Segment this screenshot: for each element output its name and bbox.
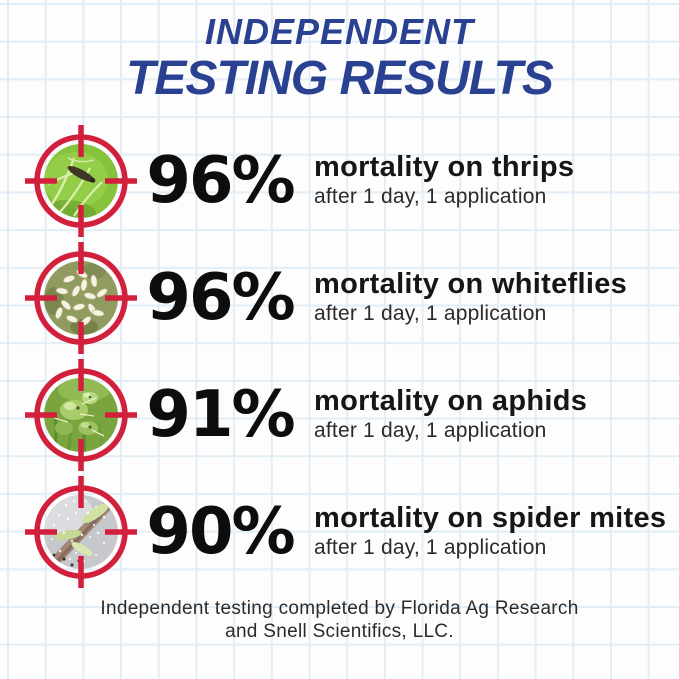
mortality-percent: 96% xyxy=(146,143,295,218)
result-text: mortality on aphids after 1 day, 1 appli… xyxy=(314,384,588,444)
mortality-headline: mortality on whiteflies xyxy=(314,267,628,300)
mortality-subline: after 1 day, 1 application xyxy=(314,536,547,560)
attribution-note: Independent testing completed by Florida… xyxy=(0,597,679,643)
mortality-percent: 90% xyxy=(146,494,295,569)
crosshair-target-icon xyxy=(25,241,137,354)
result-row-whiteflies: 96% mortality on whiteflies after 1 day,… xyxy=(0,239,679,356)
mortality-headline: mortality on aphids xyxy=(314,384,588,417)
mortality-headline: mortality on spider mites xyxy=(314,501,667,534)
result-row-thrips: 96% mortality on thrips after 1 day, 1 a… xyxy=(0,122,679,239)
mortality-subline: after 1 day, 1 application xyxy=(314,419,547,443)
result-text: mortality on whiteflies after 1 day, 1 a… xyxy=(314,267,628,327)
mortality-subline: after 1 day, 1 application xyxy=(314,185,547,209)
result-text: mortality on spider mites after 1 day, 1… xyxy=(314,501,667,561)
attribution-line-2: and Snell Scientifics, LLC. xyxy=(225,621,454,642)
mortality-subline: after 1 day, 1 application xyxy=(314,302,547,326)
aphids-target-icon xyxy=(24,358,138,472)
crosshair-target-icon xyxy=(25,124,137,237)
title-line-2: TESTING RESULTS xyxy=(126,51,554,105)
thrips-target-icon xyxy=(24,124,138,238)
mortality-percent: 91% xyxy=(146,377,295,452)
crosshair-target-icon xyxy=(25,475,137,588)
page-title: INDEPENDENT TESTING RESULTS xyxy=(0,0,679,103)
results-list: 96% mortality on thrips after 1 day, 1 a… xyxy=(0,122,679,590)
result-text: mortality on thrips after 1 day, 1 appli… xyxy=(314,150,575,210)
mortality-percent: 96% xyxy=(146,260,295,335)
result-row-spider-mites: 90% mortality on spider mites after 1 da… xyxy=(0,473,679,590)
crosshair-target-icon xyxy=(25,358,137,471)
attribution-line-1: Independent testing completed by Florida… xyxy=(100,598,579,619)
whiteflies-target-icon xyxy=(24,241,138,355)
result-row-aphids: 91% mortality on aphids after 1 day, 1 a… xyxy=(0,356,679,473)
mortality-headline: mortality on thrips xyxy=(314,150,575,183)
title-line-1: INDEPENDENT xyxy=(204,11,475,52)
spider-mites-target-icon xyxy=(24,475,138,589)
